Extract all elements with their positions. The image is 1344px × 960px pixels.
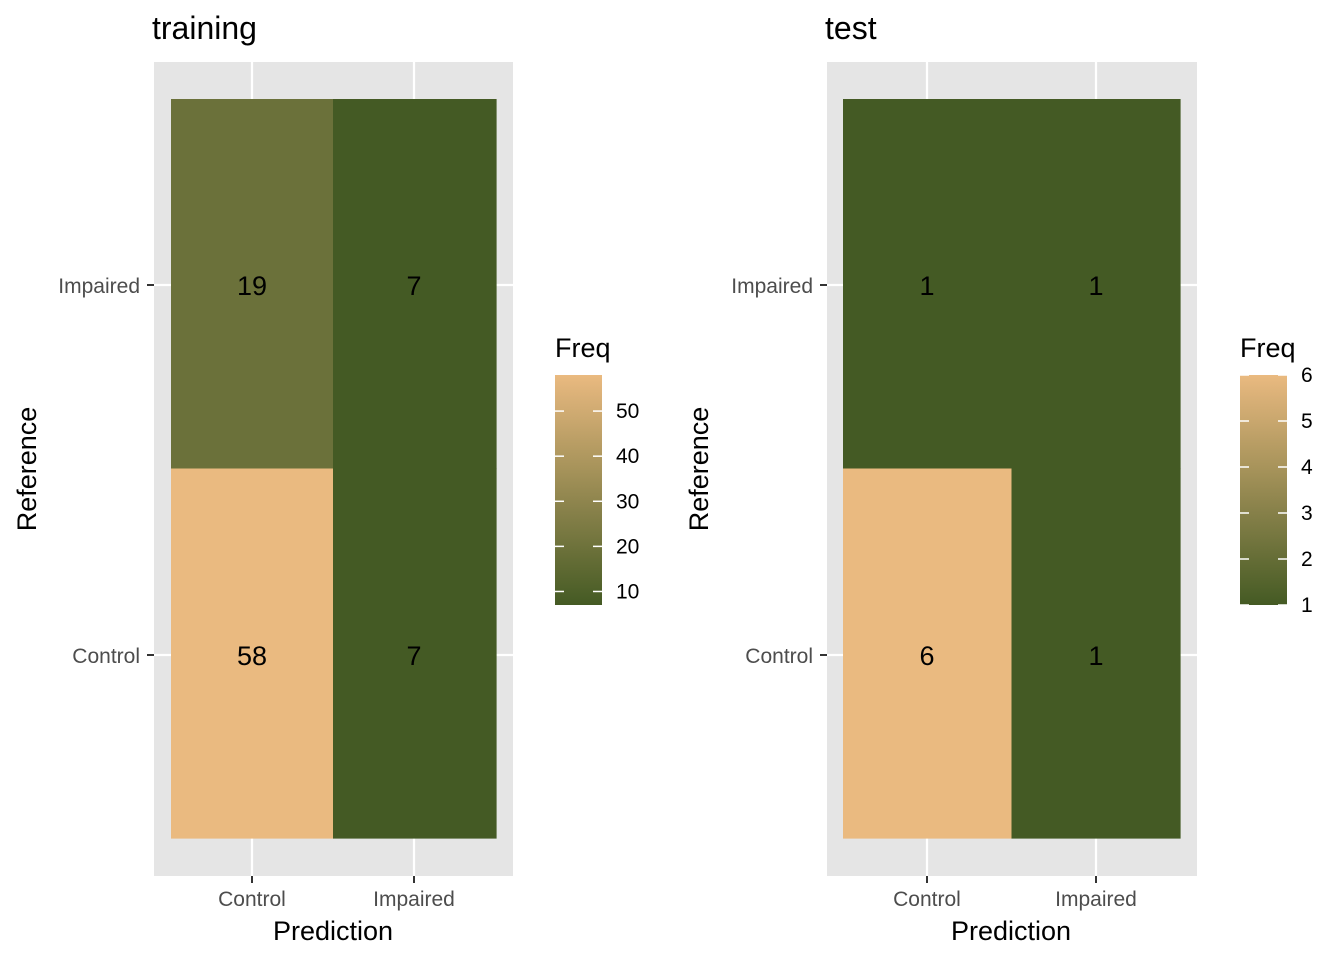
training-legend-colorbar: [555, 375, 602, 605]
test-legend-ticks: 1 2 3 4 5 6: [1240, 364, 1313, 617]
test-legend-label-6: 6: [1301, 364, 1313, 387]
test-cell-value-impaired-impaired: 1: [1088, 271, 1103, 301]
test-panel: test 1 16 1 Impaired Control Control Impai…: [684, 10, 1313, 946]
training-legend-label-40: 40: [616, 445, 639, 468]
training-cell-value-impaired-impaired: 7: [406, 271, 421, 301]
training-cell-control-control: [171, 468, 334, 839]
test-legend-title: Freq: [1240, 333, 1296, 363]
test-x-tick-label-control: Control: [893, 888, 961, 911]
test-cell-value-control-control: 6: [919, 641, 934, 671]
test-legend-label-2: 2: [1301, 548, 1313, 571]
test-legend-label-5: 5: [1301, 410, 1313, 433]
test-cell-value-control-impaired: 1: [919, 271, 934, 301]
training-y-axis: Impaired Control: [58, 275, 154, 668]
test-y-axis: Impaired Control: [731, 275, 827, 668]
training-cells: [171, 99, 497, 839]
test-cell-labels: 1 16 1: [919, 271, 1103, 671]
training-cell-labels: 19 7 58 7: [237, 271, 422, 671]
training-x-axis: Control Impaired: [218, 876, 455, 911]
training-legend-label-20: 20: [616, 535, 639, 558]
test-y-axis-title: Reference: [684, 407, 714, 532]
test-cell-impaired-control: [1011, 468, 1181, 839]
test-cell-control-control: [843, 468, 1013, 839]
test-panel-title: test: [825, 10, 877, 46]
training-y-axis-title: Reference: [12, 407, 42, 532]
training-cell-impaired-control: [333, 468, 497, 839]
training-legend-label-50: 50: [616, 400, 639, 423]
training-legend-title: Freq: [555, 333, 611, 363]
training-y-tick-label-impaired: Impaired: [58, 275, 140, 298]
training-x-tick-label-control: Control: [218, 888, 286, 911]
training-x-axis-title: Prediction: [273, 916, 393, 946]
test-legend-label-1: 1: [1301, 594, 1313, 617]
training-legend-ticks: 10 20 30 40 50: [555, 400, 639, 603]
test-y-tick-label-control: Control: [745, 645, 813, 668]
test-legend-label-4: 4: [1301, 456, 1313, 479]
test-x-tick-label-impaired: Impaired: [1055, 888, 1137, 911]
training-x-tick-label-impaired: Impaired: [373, 888, 455, 911]
training-legend-label-10: 10: [616, 580, 639, 603]
training-panel: training 19 7 58 7 Impaired Control Control…: [12, 10, 639, 946]
training-cell-value-control-impaired: 19: [237, 271, 267, 301]
training-cell-impaired-impaired: [333, 99, 497, 470]
test-cell-value-impaired-control: 1: [1088, 641, 1103, 671]
test-x-axis-title: Prediction: [951, 916, 1071, 946]
test-legend-label-3: 3: [1301, 502, 1313, 525]
test-cells: [843, 99, 1181, 839]
training-legend: Freq 10 20 30 40 50: [555, 333, 639, 605]
training-cell-value-control-control: 58: [237, 641, 267, 671]
test-cell-control-impaired: [843, 99, 1013, 470]
test-legend: Freq 1 2 3 4 5 6: [1240, 333, 1313, 617]
training-y-tick-label-control: Control: [72, 645, 140, 668]
training-cell-control-impaired: [171, 99, 334, 470]
test-x-axis: Control Impaired: [893, 876, 1137, 911]
training-legend-label-30: 30: [616, 490, 639, 513]
training-panel-title: training: [152, 10, 257, 46]
test-cell-impaired-impaired: [1011, 99, 1181, 470]
training-cell-value-impaired-control: 7: [406, 641, 421, 671]
test-y-tick-label-impaired: Impaired: [731, 275, 813, 298]
test-legend-colorbar: [1240, 375, 1287, 605]
